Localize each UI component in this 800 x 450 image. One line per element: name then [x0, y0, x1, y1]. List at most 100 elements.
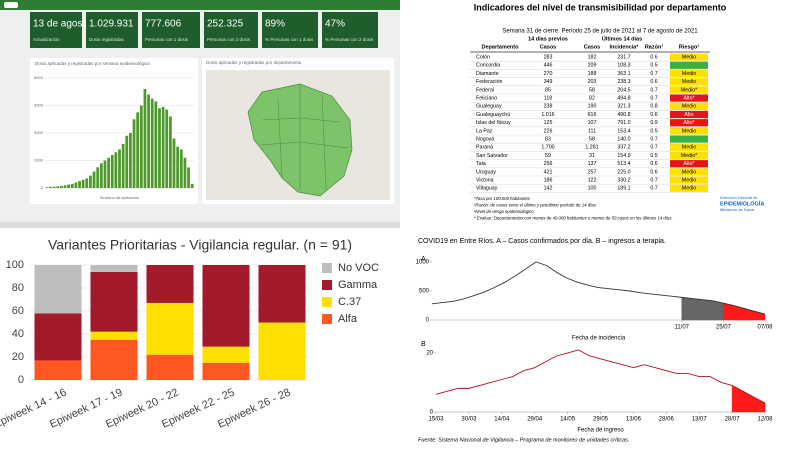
area — [681, 297, 724, 321]
risk-cell — [670, 102, 708, 110]
kpi-value: 13 de agosto — [33, 19, 91, 30]
table-cell: 59 — [545, 153, 551, 159]
bar — [143, 89, 147, 188]
risk-label: Alto — [684, 112, 693, 118]
table-cell: Diamante — [476, 71, 499, 77]
risk-cell — [670, 184, 708, 192]
table-cell: 209 — [588, 63, 597, 69]
chart-title: Variantes Prioritarias - Vigilancia regu… — [48, 237, 352, 253]
y-tick-label: 100 — [6, 259, 24, 271]
table-cell: La Paz — [476, 128, 493, 134]
y-tick-label: 20 — [12, 351, 24, 363]
table-cell: Paraná — [476, 145, 493, 151]
table-cell: 1.016 — [541, 112, 554, 118]
table-header: Razón¹ — [645, 43, 664, 50]
table-cell: 100 — [588, 186, 597, 192]
table-header: Incidencia* — [609, 44, 639, 50]
bar — [183, 157, 187, 188]
risk-cell — [670, 135, 708, 143]
risk-label: Medio — [682, 128, 696, 134]
bar-segment — [258, 265, 306, 323]
bar-segment — [258, 322, 306, 380]
bar — [107, 157, 110, 188]
kpi-tile — [30, 12, 82, 48]
kpi-value: 1.029.931 — [89, 19, 134, 30]
bar-segment — [90, 339, 138, 380]
table-cell: 0.6 — [650, 79, 657, 85]
table-header: Casos — [584, 44, 601, 50]
group-header: Últimos 14 días — [602, 35, 642, 42]
table-cell: Islas del Ibicuy — [476, 120, 511, 126]
table-cell: 0.7 — [650, 178, 657, 184]
table-cell: 118 — [544, 96, 552, 102]
risk-label: Medio — [682, 71, 696, 77]
table-cell: 0.6 — [650, 112, 657, 118]
bar-segment — [202, 346, 250, 363]
x-tick-label: 14/05 — [560, 417, 576, 423]
bar — [136, 112, 140, 188]
bar — [92, 171, 96, 188]
table-cell: 283 — [544, 55, 553, 61]
table-cell: 225.0 — [617, 169, 630, 175]
table-note: * Evaluar: Departamentos con menos de 40… — [474, 216, 673, 221]
risk-cell — [670, 61, 708, 69]
kpi-value: 777.606 — [145, 19, 182, 30]
risk-label: Medio — [682, 178, 696, 184]
y-tick-label: 60 — [12, 305, 24, 317]
table-cell: 190 — [588, 104, 597, 110]
y-tick-label: 500 — [419, 289, 430, 295]
risk-label: Medio — [682, 55, 696, 61]
kpi-tile — [142, 12, 200, 48]
bar — [81, 179, 85, 188]
x-tick-label: 12/08 — [757, 417, 773, 423]
table-cell: 108.3 — [617, 63, 630, 69]
y-tick-label: 2000 — [34, 158, 44, 163]
y-tick-label: 0 — [430, 410, 434, 416]
x-tick-label: 13/06 — [626, 417, 642, 423]
bar-segment — [34, 360, 82, 380]
bar — [150, 98, 154, 188]
table-header: Casos — [540, 44, 557, 50]
group-header: 14 días previos — [528, 36, 568, 42]
table-cell: 58 — [589, 87, 595, 93]
bar — [158, 108, 161, 188]
x-tick-label: 28/06 — [659, 417, 675, 423]
bar — [168, 116, 172, 188]
table-cell: 330.2 — [617, 178, 630, 184]
table-cell: 226 — [544, 128, 553, 134]
table-cell: 494.8 — [617, 96, 630, 102]
bar — [67, 184, 71, 188]
table-cell: 238.3 — [617, 79, 630, 85]
area — [723, 302, 766, 321]
bar — [52, 186, 56, 188]
table-cell: 0.5 — [650, 128, 657, 134]
bar — [187, 167, 190, 188]
y-tick-label: 1000 — [416, 260, 430, 266]
table-note: ²Nivel de riesgo epidemiológico — [474, 209, 534, 214]
table-cell: 1.281 — [585, 145, 598, 151]
risk-cell — [670, 78, 708, 86]
risk-label: Medio — [682, 186, 696, 192]
bar — [147, 94, 150, 188]
table-cell: Colón — [476, 55, 490, 61]
table-cell: 321.3 — [617, 104, 630, 110]
table-header: Riesgo² — [679, 43, 699, 50]
table-cell: 31 — [589, 153, 595, 159]
kpi-value: 89% — [265, 19, 285, 30]
risk-label: Medio* — [681, 87, 698, 93]
table-cell: Concordia — [476, 63, 500, 69]
dashboard-header — [0, 0, 400, 10]
table-cell: 0.5 — [650, 63, 657, 69]
y-tick-label: 40 — [12, 328, 24, 340]
table-cell: 204.5 — [617, 87, 630, 93]
bar — [172, 138, 176, 188]
bar — [125, 135, 129, 188]
logo-text: EPIDEMIOLOGÍA — [720, 199, 764, 207]
table-cell: 0.7 — [650, 87, 657, 93]
table-note: ¹Razón: de casos entre el último y penúl… — [474, 203, 597, 208]
kpi-tile — [204, 12, 258, 48]
table-cell: 238 — [544, 104, 553, 110]
y-tick-label: 6000 — [34, 103, 44, 108]
area — [731, 384, 766, 413]
table-cell: 0.7 — [650, 71, 657, 77]
